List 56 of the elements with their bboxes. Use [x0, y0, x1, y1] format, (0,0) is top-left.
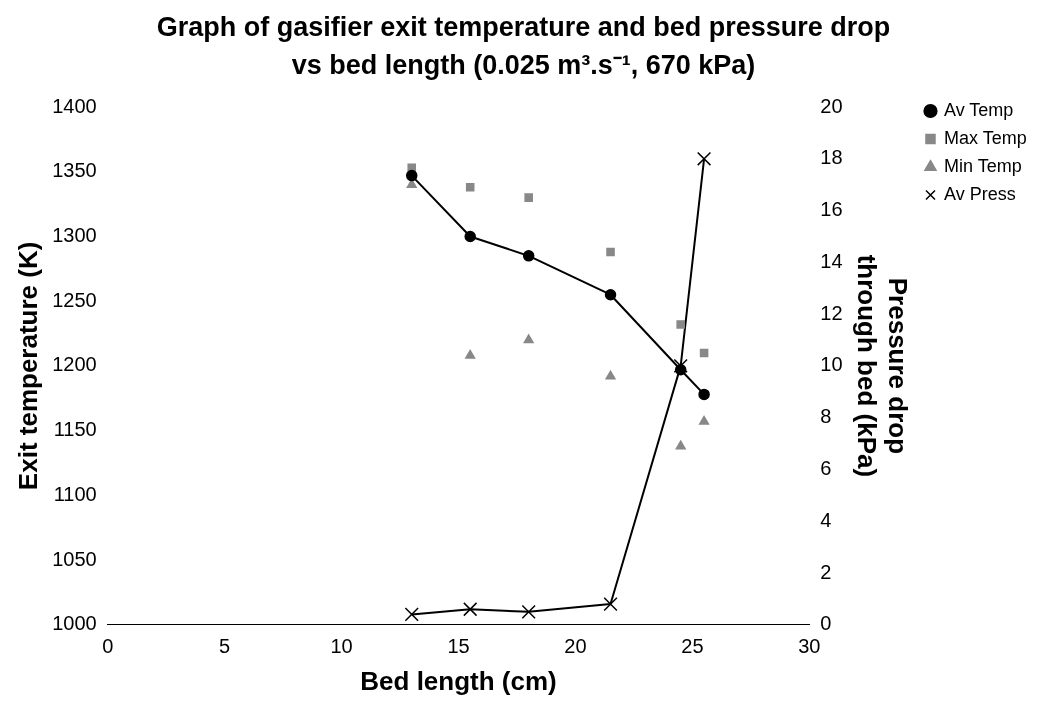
y2-tick-label: 2: [820, 560, 832, 583]
x-tick-label: 10: [330, 635, 353, 658]
point: [521, 604, 536, 619]
point: [405, 169, 418, 182]
y-tick-label: 1200: [52, 353, 97, 376]
y2-tick-label: 8: [820, 405, 832, 428]
x-tick-label: 5: [219, 635, 231, 658]
y2-tick-label: 4: [820, 508, 832, 531]
y-tick-label: 1050: [52, 547, 97, 570]
y-tick-label: 1150: [53, 418, 97, 441]
legend-label: Min Temp: [943, 155, 1022, 176]
y2-tick-label: 14: [820, 249, 843, 272]
point: [404, 607, 419, 622]
chart-title: Graph of gasifier exit temperature and bed pressure drop vs bed length (0.025 m³.s⁻¹, 670 kPa): [155, 11, 892, 82]
point: [463, 602, 478, 617]
point: [699, 348, 709, 358]
point: [675, 440, 686, 450]
y2-tick-label: 16: [820, 198, 843, 221]
point: [604, 288, 617, 301]
legend-label: Max Temp: [943, 127, 1027, 148]
y2-tick-label: 12: [820, 301, 843, 324]
point: [603, 596, 618, 612]
legend-label: Av Temp: [943, 99, 1014, 120]
x-axis-title: Bed length (cm): [360, 665, 557, 696]
point: [606, 247, 615, 257]
point: [699, 415, 710, 425]
x-tick-label: 30: [798, 635, 821, 658]
y-tick-label: 1400: [52, 94, 97, 117]
y-tick-label: 1300: [52, 223, 97, 246]
y-axis-title: Exit temperature (K): [12, 241, 43, 491]
y2-axis-title: Pressure drop through bed (kPa): [852, 254, 914, 478]
point: [524, 193, 533, 202]
point: [605, 370, 616, 380]
point: [523, 334, 534, 344]
point: [698, 388, 710, 401]
point: [676, 320, 685, 329]
point: [674, 364, 687, 376]
y2-tick-label: 10: [820, 353, 843, 376]
point: [465, 182, 475, 192]
legend-label: Av Press: [943, 183, 1016, 204]
x-tick-label: 25: [681, 635, 704, 658]
y-tick-label: 1000: [52, 612, 97, 635]
y2-tick-label: 0: [820, 612, 832, 635]
y-tick-label: 1250: [52, 288, 97, 311]
x-tick-label: 15: [447, 635, 470, 658]
x-tick-label: 20: [564, 635, 587, 658]
point: [464, 230, 476, 243]
y-tick-label: 1100: [53, 482, 97, 505]
point: [522, 250, 535, 262]
y2-tick-label: 20: [820, 94, 843, 117]
y2-tick-label: 6: [820, 456, 832, 479]
y-tick-label: 1350: [52, 159, 97, 182]
x-tick-label: 0: [102, 635, 114, 658]
point: [696, 151, 712, 166]
point: [465, 349, 476, 359]
y2-tick-label: 18: [820, 146, 843, 169]
